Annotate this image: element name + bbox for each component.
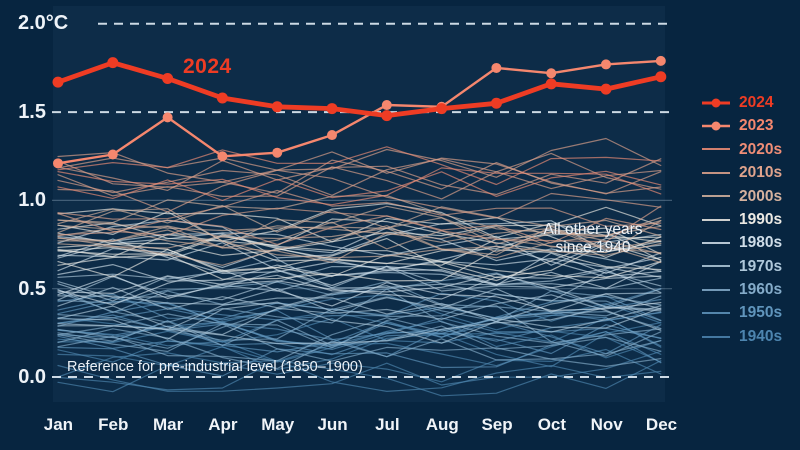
series-label-2024: 2024 xyxy=(183,55,232,78)
y-axis-tick-1-0: 1.0 xyxy=(18,189,46,211)
other-years-line1: All other years xyxy=(543,221,643,238)
x-axis-label-sep: Sep xyxy=(481,415,513,434)
y-axis-tick-0-5: 0.5 xyxy=(18,278,46,300)
legend-item-1970s: 1970s xyxy=(702,255,782,278)
x-axis-label-apr: Apr xyxy=(208,415,238,434)
legend-label: 1990s xyxy=(739,210,783,228)
legend-label: 2010s xyxy=(739,164,783,182)
legend-label: 2024 xyxy=(739,93,774,111)
legend-item-2024: 2024 xyxy=(702,91,782,114)
legend-item-2020s: 2020s xyxy=(702,138,782,161)
x-axis-labels: Jan Feb Mar Apr May Jun Jul Aug Sep Oct … xyxy=(31,415,689,435)
legend-label: 2000s xyxy=(739,187,783,205)
legend-line-icon xyxy=(702,171,730,174)
legend-label: 1980s xyxy=(739,234,783,252)
other-years-line2: since 1940 xyxy=(555,239,631,256)
legend-line-icon xyxy=(702,218,730,221)
legend-line-icon xyxy=(702,242,730,244)
legend-label: 1940s xyxy=(739,327,783,345)
other-years-annotation: All other years since 1940 xyxy=(518,221,668,257)
legend-item-1950s: 1950s xyxy=(702,302,782,325)
legend-label: 2020s xyxy=(739,140,783,158)
legend-label: 2023 xyxy=(739,117,774,135)
legend: 2024 2023 2020s 2010s 2000s 1990s 1980s xyxy=(702,91,782,348)
legend-line-icon xyxy=(702,195,730,198)
legend-item-2000s: 2000s xyxy=(702,185,782,208)
reference-annotation: Reference for pre-industrial level (1850… xyxy=(67,359,363,375)
legend-line-icon xyxy=(702,265,730,268)
legend-line-icon xyxy=(702,312,730,315)
y-axis-tick-1-5: 1.5 xyxy=(18,101,46,123)
legend-line-icon xyxy=(702,288,730,291)
x-axis-label-feb: Feb xyxy=(98,415,129,434)
x-axis-label-jan: Jan xyxy=(43,415,74,434)
legend-item-1960s: 1960s xyxy=(702,278,782,301)
legend-item-2010s: 2010s xyxy=(702,161,782,184)
legend-item-1990s: 1990s xyxy=(702,208,782,231)
legend-item-1980s: 1980s xyxy=(702,231,782,254)
x-axis-label-may: May xyxy=(261,415,295,434)
x-axis-label-nov: Nov xyxy=(590,415,623,434)
legend-item-2023: 2023 xyxy=(702,114,782,137)
x-axis-label-mar: Mar xyxy=(152,415,184,434)
legend-label: 1970s xyxy=(739,257,783,275)
x-axis-label-oct: Oct xyxy=(537,415,567,434)
y-axis-tick-2-0: 2.0°C xyxy=(18,12,69,34)
legend-label: 1950s xyxy=(739,304,783,322)
legend-line-icon xyxy=(702,335,730,338)
legend-item-1940s: 1940s xyxy=(702,325,782,348)
legend-line-dot-icon xyxy=(702,98,730,108)
x-axis-label-jun: Jun xyxy=(317,415,348,434)
x-axis-label-aug: Aug xyxy=(425,415,459,434)
legend-line-icon xyxy=(702,148,730,151)
y-axis-tick-0-0: 0.0 xyxy=(18,366,46,388)
x-axis-label-jul: Jul xyxy=(375,415,400,434)
legend-line-dot-icon xyxy=(702,121,730,131)
x-axis-label-dec: Dec xyxy=(645,415,678,434)
legend-label: 1960s xyxy=(739,281,783,299)
